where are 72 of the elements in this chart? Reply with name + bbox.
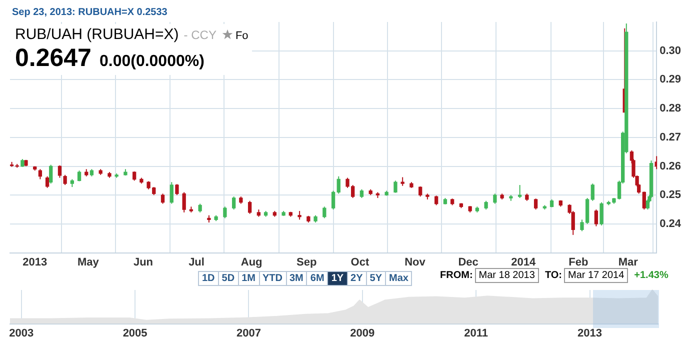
text: Max xyxy=(385,271,412,286)
x-tick-label: Oct xyxy=(350,256,370,268)
x-tick-label: 2009 xyxy=(350,327,375,340)
text: TO: xyxy=(544,270,562,281)
text: Mar 18 2013 xyxy=(474,268,539,283)
candlestick xyxy=(518,184,522,198)
annotation: - CCY xyxy=(184,28,216,42)
x-tick-label: 2005 xyxy=(122,327,148,340)
text: 1Y xyxy=(327,271,348,286)
text: +1.43% xyxy=(634,270,668,281)
candlestick xyxy=(232,196,236,210)
y-tick-label: 0.25 xyxy=(660,189,682,202)
candlestick xyxy=(58,164,62,178)
x-tick-label: 2011 xyxy=(464,327,488,340)
text: Mar 17 2014 xyxy=(564,268,628,283)
text: 5D xyxy=(218,271,239,286)
candlestick xyxy=(49,164,53,184)
y-tick-label: 0.30 xyxy=(660,44,682,57)
x-tick-label: Mar xyxy=(618,256,639,268)
candlestick xyxy=(77,170,82,182)
candlestick xyxy=(394,180,398,194)
y-tick-label: 0.24 xyxy=(660,218,682,230)
candlestick xyxy=(170,182,174,204)
candlestick xyxy=(223,206,227,219)
x-tick-label: Dec xyxy=(458,256,478,268)
text: YTD xyxy=(258,271,286,286)
text: 3M xyxy=(286,271,308,286)
text: 2Y xyxy=(346,271,367,286)
candlestick xyxy=(534,198,538,210)
candlestick xyxy=(434,195,438,206)
candlestick xyxy=(594,209,598,227)
text: FROM: xyxy=(440,270,473,281)
candlestick xyxy=(590,183,594,202)
x-tick-label: 2007 xyxy=(236,327,261,340)
x-tick-label: 2014 xyxy=(511,256,536,268)
annotation: 0.00(0.0000%) xyxy=(99,53,204,70)
candlestick xyxy=(248,200,252,214)
x-tick-label: 2013 xyxy=(578,327,602,340)
candlestick xyxy=(600,202,604,226)
candlestick xyxy=(63,174,67,186)
x-tick-label: 2003 xyxy=(9,327,34,340)
candlestick xyxy=(38,168,42,180)
text: 6M xyxy=(306,271,328,286)
y-tick-label: 0.26 xyxy=(660,160,682,172)
candlestick xyxy=(646,198,650,210)
text: 0.2647 xyxy=(15,44,92,72)
candlestick xyxy=(160,193,165,204)
text: Sep 23, 2013: RUBUAH=X 0.2533 xyxy=(12,7,168,18)
annotation: Fo xyxy=(235,30,248,42)
candlestick xyxy=(45,176,50,188)
x-tick-label: Jun xyxy=(133,256,154,268)
y-tick-label: 0.29 xyxy=(660,74,682,86)
text: 1M xyxy=(238,271,260,286)
y-tick-label: 0.27 xyxy=(660,131,682,144)
text: 5Y xyxy=(366,271,386,286)
x-tick-label: Jul xyxy=(188,256,204,268)
chart-title: RUB/UAH (RUBUAH=X) xyxy=(15,26,179,43)
x-tick-label: Sep xyxy=(296,256,318,268)
x-tick-label: Feb xyxy=(568,256,588,268)
candlestick xyxy=(322,206,326,219)
x-tick-label: May xyxy=(77,256,100,268)
candlestick xyxy=(331,190,336,210)
candlestick xyxy=(336,176,340,194)
candlestick xyxy=(493,193,497,204)
text: 1D xyxy=(198,271,219,286)
x-tick-label: Nov xyxy=(404,256,426,268)
y-tick-label: 0.28 xyxy=(660,102,682,115)
candlestick xyxy=(642,191,646,210)
candlestick xyxy=(175,184,179,196)
candlestick xyxy=(182,192,186,213)
x-tick-label: Aug xyxy=(240,256,262,268)
x-tick-label: 2013 xyxy=(22,256,48,268)
